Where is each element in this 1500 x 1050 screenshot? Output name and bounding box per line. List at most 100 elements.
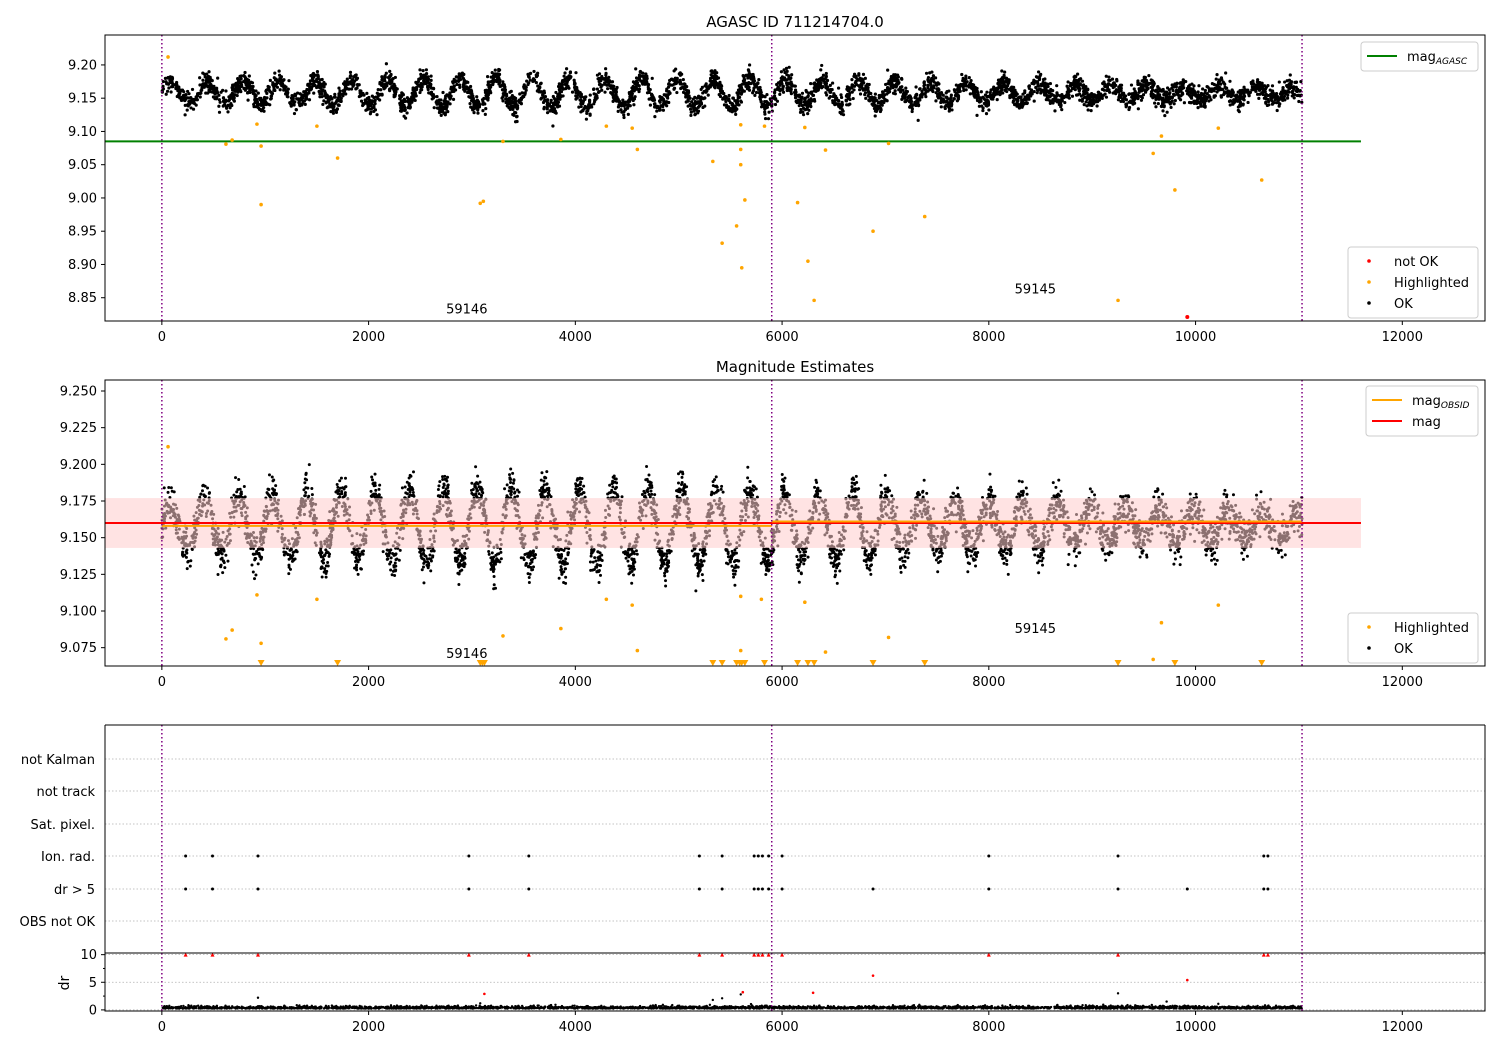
ok-point	[596, 90, 601, 95]
ok-point	[1285, 96, 1290, 100]
highlighted-point	[922, 214, 927, 219]
ok-point	[708, 76, 713, 80]
ok-point	[321, 102, 325, 107]
ok-point	[207, 88, 211, 92]
ok-point	[858, 92, 863, 96]
ok-point	[1213, 86, 1217, 90]
ok-point	[1090, 103, 1094, 108]
ok-point	[344, 80, 348, 85]
ok-point	[699, 102, 704, 106]
ok-point	[1241, 90, 1246, 94]
ok-point	[1268, 88, 1272, 92]
ok-point	[864, 96, 868, 100]
ok-point	[718, 94, 723, 99]
ok-point	[1232, 98, 1236, 102]
ok-point	[311, 71, 316, 76]
ok-point	[1252, 88, 1256, 92]
ok-point	[410, 100, 414, 104]
ok-point	[292, 111, 297, 116]
panel-1-title: AGASC ID 711214704.0	[706, 13, 884, 31]
ok-point	[789, 76, 793, 80]
legend-dot-swatch	[1367, 280, 1371, 284]
ok-point	[221, 104, 225, 108]
ok-point	[894, 83, 898, 87]
ok-point	[1074, 84, 1078, 88]
ok-point	[906, 96, 910, 100]
ok-point	[1078, 98, 1082, 102]
ok-point	[215, 91, 219, 95]
ok-point	[733, 99, 737, 103]
panel-2-title: Magnitude Estimates	[716, 358, 874, 376]
ok-point	[351, 77, 355, 82]
ok-point	[895, 79, 899, 83]
ok-point	[979, 96, 983, 100]
ok-point	[545, 103, 549, 107]
ok-point	[754, 90, 759, 95]
ok-point	[898, 85, 902, 90]
ok-point	[1193, 92, 1198, 96]
ok-point	[206, 74, 211, 79]
ok-point	[527, 81, 531, 85]
ok-point	[303, 90, 308, 94]
ok-point	[797, 93, 802, 97]
ok-point	[506, 102, 510, 106]
ok-point	[1060, 108, 1064, 112]
ok-point	[546, 98, 550, 102]
ok-point	[1156, 101, 1160, 106]
ok-point	[448, 102, 452, 106]
ok-point	[348, 75, 352, 80]
ok-point	[540, 90, 544, 94]
ok-point	[322, 99, 326, 103]
ok-point	[1058, 94, 1062, 98]
ok-point	[851, 96, 855, 101]
ok-point	[349, 87, 354, 91]
ok-point	[853, 81, 857, 85]
ok-point	[1084, 100, 1088, 104]
ok-point	[1217, 78, 1221, 82]
ok-point	[600, 88, 604, 92]
ok-point	[838, 569, 842, 573]
ok-point	[706, 93, 710, 97]
ok-point	[429, 74, 433, 78]
ok-point	[532, 69, 536, 74]
ok-point	[964, 88, 968, 92]
ok-point	[189, 106, 193, 110]
ok-point	[1179, 88, 1183, 93]
ok-point	[542, 107, 546, 111]
ok-point	[463, 81, 468, 85]
ok-point	[269, 97, 273, 101]
ok-point	[716, 82, 720, 86]
ok-point	[1065, 84, 1069, 88]
ok-point	[591, 87, 596, 91]
ok-point	[1266, 83, 1270, 88]
legend-dot-swatch	[1367, 301, 1371, 305]
ok-point	[1055, 100, 1060, 104]
ok-point	[545, 111, 550, 115]
ok-point	[165, 89, 170, 93]
ok-point	[1280, 92, 1284, 96]
ok-point	[1107, 75, 1111, 79]
ok-point	[512, 100, 516, 104]
ok-point	[345, 86, 349, 91]
ok-point	[472, 99, 477, 103]
ok-point	[202, 85, 206, 89]
ok-point	[1077, 85, 1081, 89]
ok-point	[273, 71, 277, 75]
ok-point	[844, 98, 848, 103]
ok-point	[1182, 101, 1186, 105]
ok-point	[511, 107, 515, 112]
ok-point	[611, 87, 615, 92]
ok-point	[170, 85, 174, 89]
ok-point	[304, 97, 309, 101]
ok-point	[1084, 84, 1088, 89]
ok-point	[534, 80, 538, 85]
ok-point	[1204, 97, 1208, 101]
ok-point	[581, 101, 585, 105]
ok-point	[846, 103, 851, 107]
ok-point	[1011, 90, 1015, 95]
ok-point	[1173, 98, 1177, 103]
ok-point	[1169, 105, 1173, 110]
ok-point	[1199, 102, 1203, 106]
ok-point	[173, 82, 177, 87]
ok-point	[1080, 79, 1085, 83]
